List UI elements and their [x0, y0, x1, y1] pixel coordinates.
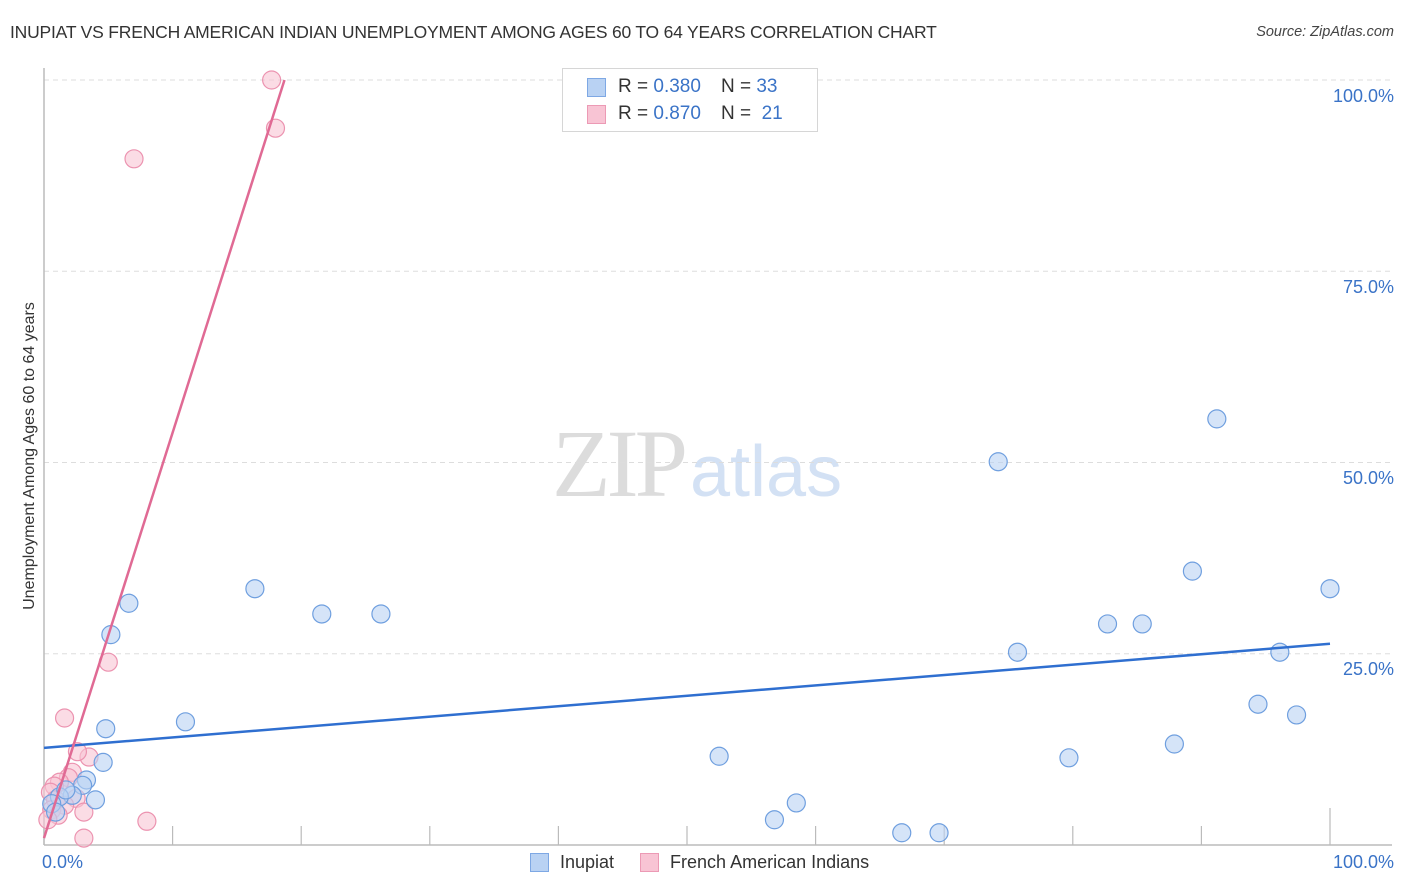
legend-label: French American Indians [670, 852, 870, 872]
y-tick-75: 75.0% [1342, 277, 1394, 297]
x-tick-100: 100.0% [1332, 852, 1394, 872]
watermark-zip: ZIP [552, 410, 688, 517]
french-american-indians-point [262, 70, 282, 90]
series-legend: Inupiat French American Indians [530, 852, 895, 873]
inupiat-point [1182, 561, 1202, 581]
y-axis-label: Unemployment Among Ages 60 to 64 years [21, 302, 38, 610]
n-value: 21 [761, 103, 783, 124]
legend-item-inupiat[interactable]: Inupiat [530, 852, 614, 873]
y-tick-25: 25.0% [1342, 659, 1394, 679]
inupiat-trendline [43, 642, 1331, 750]
inupiat-point [892, 823, 912, 843]
inupiat-point [1207, 409, 1227, 429]
inupiat-point [175, 712, 196, 732]
french-american-indians-point [137, 811, 157, 831]
inupiat-point [93, 752, 113, 772]
inupiat-point [1270, 642, 1290, 662]
r-value: 0.870 [653, 103, 701, 124]
inupiat-swatch-icon [587, 77, 606, 97]
r-value: 0.380 [653, 76, 701, 97]
inupiat-point [1286, 705, 1307, 725]
french-swatch-icon [587, 104, 606, 124]
inupiat-point [1007, 642, 1028, 662]
n-value: 33 [756, 76, 778, 97]
inupiat-point [1059, 748, 1079, 768]
french-american-indians-trendline [42, 79, 286, 839]
inupiat-point [119, 593, 139, 613]
r-label: R = [618, 103, 649, 124]
zipatlas-watermark: ZIPatlas [552, 408, 842, 519]
inupiat-point [1132, 614, 1152, 634]
source-label: Source: ZipAtlas.com [1256, 24, 1394, 40]
inupiat-point [96, 719, 116, 739]
legend-row-inupiat: R = 0.380 N = 33 [587, 76, 777, 98]
french-american-indians-point [124, 149, 144, 169]
n-label: N = [720, 76, 752, 97]
legend-item-french-american-indians[interactable]: French American Indians [640, 852, 869, 873]
inupiat-point [1097, 614, 1118, 634]
inupiat-point [1248, 694, 1268, 714]
correlation-legend: R = 0.380 N = 33 R = 0.870 N = 21 [562, 68, 818, 132]
inupiat-point [1320, 579, 1340, 599]
french-american-indians-point [74, 802, 94, 822]
inupiat-swatch-icon [530, 853, 549, 872]
inupiat-point [786, 793, 806, 813]
inupiat-point [929, 823, 949, 843]
legend-row-french-american-indians: R = 0.870 N = 21 [587, 103, 783, 125]
inupiat-point [1164, 734, 1184, 754]
inupiat-point [709, 746, 729, 766]
x-tick-0: 0.0% [42, 852, 84, 872]
y-tick-100: 100.0% [1332, 86, 1394, 106]
french-american-indians-point [54, 708, 75, 728]
inupiat-point [764, 810, 785, 830]
legend-label: Inupiat [560, 852, 615, 872]
n-label: N = [720, 103, 752, 124]
french-american-indians-point [74, 828, 94, 848]
inupiat-point [85, 790, 106, 810]
inupiat-point [245, 579, 265, 599]
chart-title: INUPIAT VS FRENCH AMERICAN INDIAN UNEMPL… [10, 22, 937, 42]
inupiat-point [371, 604, 391, 624]
inupiat-point [312, 604, 332, 624]
watermark-atlas: atlas [690, 432, 843, 512]
r-label: R = [618, 76, 649, 97]
french-swatch-icon [640, 853, 660, 872]
y-tick-50: 50.0% [1342, 468, 1394, 488]
inupiat-point [988, 452, 1008, 472]
